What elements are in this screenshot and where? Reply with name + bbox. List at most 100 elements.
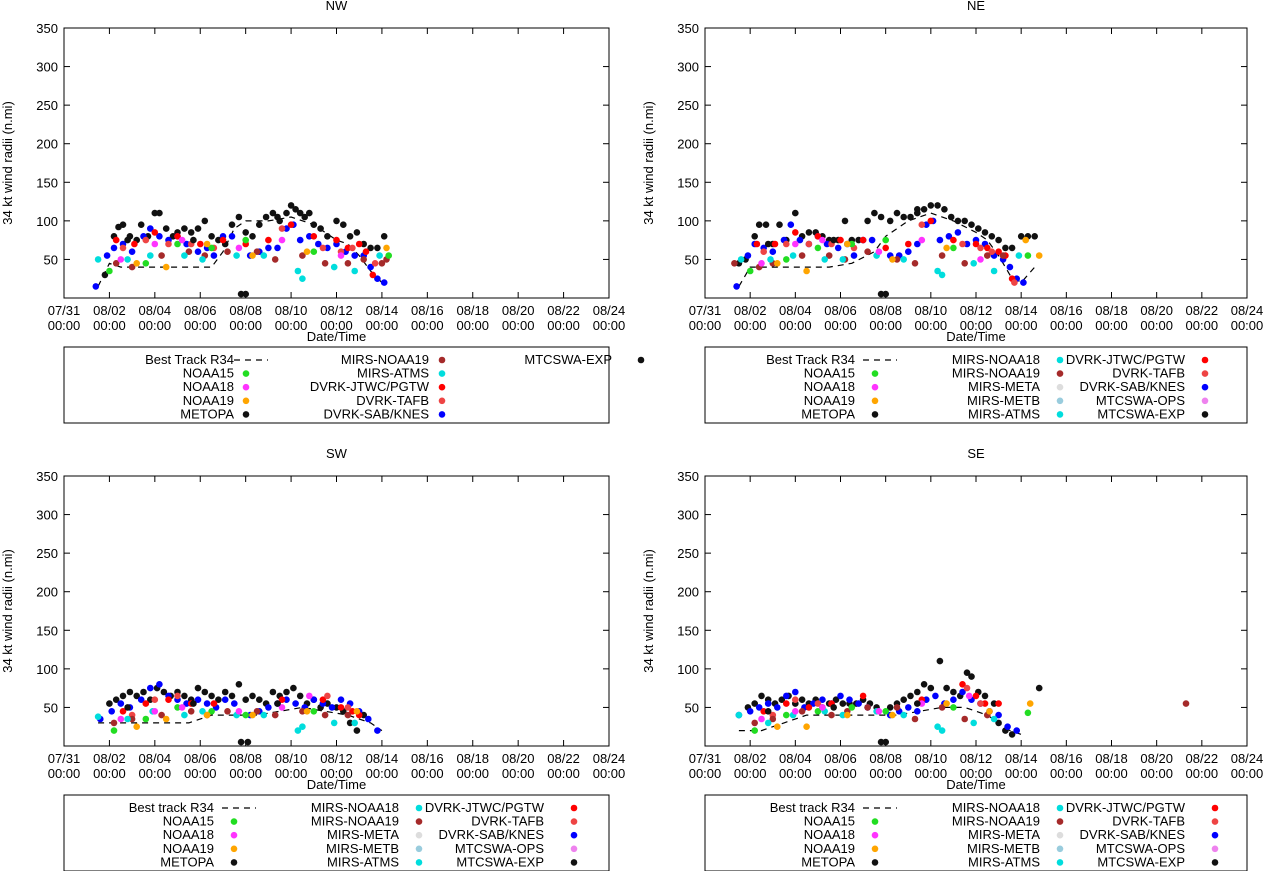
data-point	[340, 221, 347, 228]
data-point	[274, 244, 281, 252]
legend-dot-swatch	[1201, 411, 1209, 418]
x-tick-label-date: 08/14	[1005, 303, 1038, 318]
x-tick-label-date: 08/14	[1005, 751, 1038, 766]
data-point	[733, 283, 740, 290]
data-point	[954, 229, 962, 236]
data-point	[124, 256, 131, 263]
data-point	[963, 669, 971, 676]
data-point	[875, 708, 883, 715]
x-tick-label-time: 00:00	[139, 766, 172, 781]
x-tick-label-date: 08/12	[320, 751, 353, 766]
x-tick-label-time: 00:00	[1140, 766, 1173, 781]
x-tick-label-date: 08/14	[366, 303, 399, 318]
data-point	[995, 711, 1002, 719]
data-point	[262, 213, 270, 221]
data-point	[963, 684, 971, 692]
data-point	[961, 217, 968, 225]
y-tick-label: 250	[677, 546, 699, 561]
legend-label: NOAA18	[804, 827, 855, 842]
data-point	[995, 248, 1002, 255]
legend-label: METOPA	[180, 406, 234, 421]
data-point	[859, 692, 867, 700]
y-tick-label: 150	[36, 623, 58, 638]
data-point	[310, 708, 318, 715]
y-tick-label: 50	[44, 252, 58, 267]
data-point	[181, 711, 188, 719]
data-point	[208, 708, 215, 715]
x-tick-label-date: 08/04	[779, 751, 812, 766]
data-point	[378, 260, 386, 267]
data-point	[737, 256, 745, 263]
x-tick-label-date: 08/24	[1231, 751, 1264, 766]
data-point	[249, 233, 256, 240]
data-point	[362, 248, 370, 255]
data-point	[1035, 684, 1043, 692]
data-point	[117, 256, 125, 263]
legend-dot-swatch	[1211, 831, 1219, 839]
legend-box	[63, 346, 610, 424]
data-point	[324, 233, 331, 240]
legend-dot-swatch	[1056, 356, 1064, 364]
data-point	[950, 236, 957, 244]
y-tick-label: 50	[44, 700, 58, 715]
data-point	[242, 290, 249, 298]
legend-label: MIRS-META	[327, 827, 399, 842]
x-tick-label-date: 08/16	[411, 751, 444, 766]
y-tick-label: 150	[677, 175, 699, 190]
legend-dot-swatch	[1056, 383, 1064, 391]
x-tick-label-time: 00:00	[456, 766, 489, 781]
legend-dot-swatch	[1201, 383, 1209, 391]
x-tick-label-date: 08/08	[229, 751, 262, 766]
data-point	[210, 700, 218, 707]
data-point	[287, 221, 295, 228]
x-tick-label-time: 00:00	[320, 766, 353, 781]
x-tick-label-date: 08/18	[1095, 751, 1128, 766]
x-tick-label-date: 08/20	[1140, 303, 1173, 318]
data-point	[774, 723, 781, 730]
data-point	[814, 244, 822, 252]
data-point	[147, 684, 154, 692]
data-point	[292, 206, 299, 213]
x-tick-label-time: 00:00	[139, 318, 172, 333]
data-point	[938, 727, 946, 734]
data-point	[201, 688, 209, 696]
data-point	[1035, 252, 1043, 259]
data-point	[814, 708, 822, 715]
series-mirs-noaa19	[731, 248, 1007, 271]
data-point	[905, 704, 912, 711]
data-point	[353, 708, 361, 715]
legend-label: NOAA19	[804, 393, 855, 408]
series-noaa18	[117, 692, 313, 723]
data-point	[832, 696, 840, 703]
data-point	[92, 283, 100, 290]
data-point	[260, 252, 268, 259]
data-point	[360, 256, 368, 263]
legend-dot-swatch	[1056, 859, 1064, 866]
data-point	[103, 252, 111, 259]
x-tick-label-time: 00:00	[411, 766, 444, 781]
y-axis-label: 34 kt wind radii (n.mi)	[0, 101, 15, 225]
data-point	[151, 696, 159, 703]
data-point	[333, 236, 340, 244]
data-point	[310, 248, 318, 255]
data-point	[194, 684, 202, 692]
data-point	[875, 248, 883, 255]
legend-label: MIRS-NOAA18	[311, 800, 399, 815]
legend-label: MIRS-NOAA19	[341, 352, 429, 367]
legend-label: DVRK-SAB/KNES	[1080, 379, 1186, 394]
data-point	[242, 236, 249, 244]
legend-label: NOAA18	[804, 379, 855, 394]
data-point	[877, 738, 885, 746]
series-noaa19	[774, 700, 1034, 730]
data-point	[124, 715, 131, 723]
x-tick-label-date: 08/20	[502, 751, 535, 766]
legend-label: MIRS-NOAA18	[952, 800, 1040, 815]
data-point	[918, 236, 926, 244]
legend-dot-swatch	[570, 859, 578, 866]
data-point	[988, 248, 996, 255]
x-tick-label-date: 08/22	[1186, 303, 1219, 318]
data-point	[882, 708, 889, 715]
data-point	[731, 260, 738, 267]
x-tick-label-date: 08/08	[869, 303, 902, 318]
data-point	[803, 723, 810, 730]
